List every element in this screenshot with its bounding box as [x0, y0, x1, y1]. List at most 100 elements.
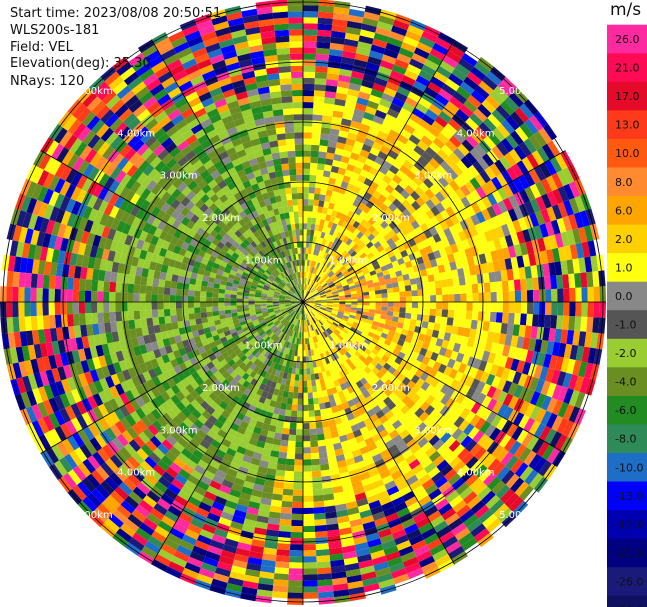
radar-gate: [260, 303, 267, 307]
radar-gate: [504, 234, 514, 248]
radar-gate: [104, 113, 119, 128]
radar-gate: [112, 80, 128, 95]
radar-gate: [242, 298, 249, 302]
radar-gate: [491, 145, 504, 160]
radar-gate: [135, 63, 152, 77]
radar-gate: [285, 284, 291, 290]
radar-gate: [246, 277, 254, 283]
radar-gate: [424, 130, 437, 142]
radar-gate: [441, 286, 449, 295]
radar-gate: [578, 257, 587, 273]
radar-gate: [131, 168, 143, 181]
radar-gate: [167, 173, 179, 185]
radar-gate: [170, 252, 179, 261]
radar-gate: [317, 17, 333, 25]
radar-gate: [363, 237, 371, 246]
radar-gate: [460, 196, 471, 209]
radar-gate: [220, 280, 227, 286]
radar-gate: [308, 193, 315, 200]
radar-gate: [496, 173, 508, 187]
radar-gate: [593, 286, 600, 302]
radar-gate: [434, 280, 442, 289]
radar-gate: [463, 99, 478, 113]
radar-gate: [31, 183, 43, 200]
radar-gate: [292, 102, 303, 109]
radar-gate: [454, 222, 464, 233]
radar-gate: [303, 53, 316, 60]
radar-gate: [144, 135, 157, 148]
radar-gate: [420, 192, 431, 203]
radar-gate: [354, 103, 367, 112]
radar-gate: [396, 53, 412, 64]
radar-gate: [405, 139, 417, 150]
radar-gate: [273, 270, 279, 277]
radar-gate: [158, 316, 166, 325]
radar-gate: [277, 543, 291, 551]
radar-gate: [318, 451, 328, 459]
radar-gate: [530, 265, 538, 278]
radar-gate: [392, 159, 403, 170]
radar-gate: [45, 341, 54, 357]
radar-gate: [282, 488, 294, 496]
radar-gate: [374, 156, 385, 166]
radar-gate: [293, 477, 303, 484]
radar-gate: [308, 199, 314, 206]
radar-gate: [389, 272, 397, 279]
radar-gate: [259, 186, 268, 195]
radar-gate: [283, 421, 291, 429]
radar-gate: [160, 202, 171, 213]
radar-gate: [243, 114, 255, 124]
radar-gate: [492, 127, 506, 142]
radar-gate: [432, 42, 449, 56]
radar-gate: [502, 247, 511, 260]
radar-gate: [226, 62, 241, 72]
radar-gate: [458, 249, 467, 260]
radar-gate: [342, 149, 352, 158]
radar-gate: [311, 254, 316, 261]
radar-gate: [257, 181, 266, 189]
radar-gate: [476, 199, 487, 212]
radar-gate: [279, 295, 286, 299]
radar-gate: [383, 273, 391, 280]
radar-gate: [381, 160, 393, 170]
radar-gate: [566, 229, 576, 246]
radar-gate: [32, 199, 43, 216]
radar-gate: [237, 169, 247, 178]
radar-gate: [124, 147, 137, 161]
radar-gate: [129, 328, 137, 339]
radar-gate: [61, 326, 70, 340]
radar-gate: [305, 253, 309, 260]
radar-gate: [548, 262, 557, 276]
radar-gate: [341, 50, 356, 59]
radar-gate: [266, 67, 279, 75]
radar-gate: [190, 272, 198, 280]
radar-gate: [303, 435, 311, 442]
radar-gate: [520, 290, 528, 302]
radar-gate: [66, 213, 77, 228]
radar-gate: [363, 229, 372, 238]
radar-gate: [72, 289, 80, 302]
radar-gate: [518, 203, 530, 218]
radar-gate: [243, 286, 251, 291]
radar-gate: [590, 255, 599, 272]
radar-gate: [234, 143, 245, 153]
radar-gate: [115, 302, 122, 312]
radar-gate: [254, 149, 264, 158]
radar-gate: [450, 203, 461, 215]
radar-gate: [190, 204, 200, 215]
radar-gate: [363, 177, 373, 187]
radar-gate: [213, 21, 230, 32]
radar-gate: [490, 291, 497, 302]
radar-gate: [303, 126, 313, 133]
radar-gate: [505, 115, 520, 131]
radar-gate: [145, 251, 154, 262]
radar-gate: [495, 226, 505, 239]
radar-gate: [425, 209, 436, 220]
radar-gate: [303, 0, 319, 6]
radar-gate: [359, 234, 368, 242]
radar-gate: [286, 294, 292, 298]
radar-gate: [371, 220, 381, 230]
radar-gate: [579, 210, 590, 227]
radar-gate: [48, 275, 56, 289]
radar-gate: [172, 177, 183, 189]
